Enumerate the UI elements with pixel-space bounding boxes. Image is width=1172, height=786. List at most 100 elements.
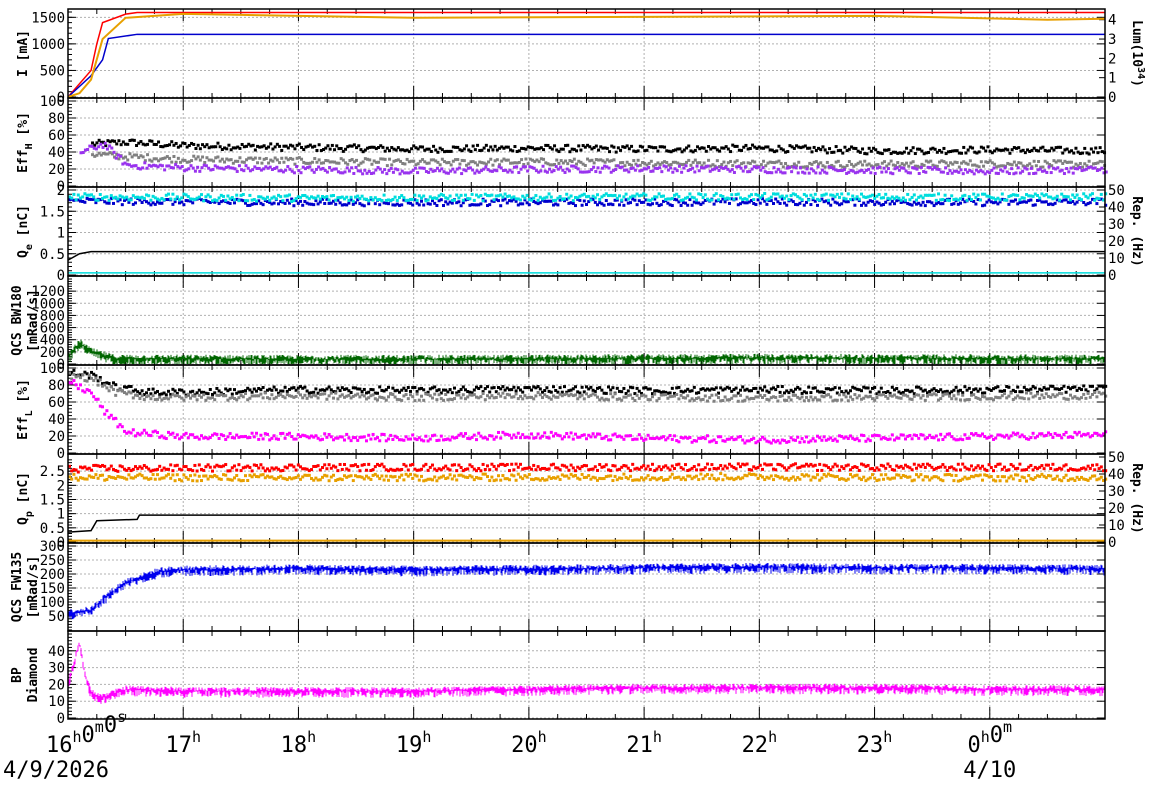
data-point	[574, 469, 577, 472]
data-point	[356, 393, 359, 396]
data-point	[731, 168, 734, 171]
data-point	[669, 391, 672, 394]
data-point	[326, 171, 329, 174]
data-point	[1034, 172, 1037, 175]
y-axis-title-text: Qe [nC]	[16, 205, 35, 258]
data-point	[629, 393, 632, 396]
data-point	[500, 166, 503, 169]
data-point	[442, 399, 445, 402]
data-point	[922, 434, 925, 437]
data-point	[424, 463, 427, 466]
data-point	[713, 400, 716, 403]
data-point	[963, 385, 966, 388]
data-point	[295, 438, 298, 441]
data-point	[889, 438, 892, 441]
data-point	[177, 157, 180, 160]
data-point	[1037, 160, 1040, 163]
data-point	[262, 203, 265, 206]
data-point	[277, 438, 280, 441]
data-point	[589, 386, 592, 389]
data-point	[405, 393, 408, 396]
data-point	[878, 193, 881, 196]
data-point	[581, 386, 584, 389]
data-point	[930, 201, 933, 204]
data-point	[840, 398, 843, 401]
data-point	[113, 151, 116, 154]
data-point	[703, 161, 706, 164]
data-point	[473, 199, 476, 202]
data-point	[1062, 385, 1065, 388]
data-point	[321, 438, 324, 441]
data-point	[1093, 391, 1096, 394]
data-point	[818, 199, 821, 202]
data-point	[826, 151, 829, 154]
data-point	[1005, 199, 1008, 202]
data-point	[251, 168, 254, 171]
data-point	[1091, 192, 1094, 195]
data-point	[537, 199, 540, 202]
data-point	[194, 147, 197, 150]
data-point	[403, 162, 406, 165]
data-point	[464, 194, 467, 197]
data-point	[542, 158, 545, 161]
data-point	[209, 195, 212, 198]
data-point	[530, 389, 533, 392]
data-point	[281, 390, 284, 393]
data-point	[1049, 396, 1052, 399]
data-point	[1027, 397, 1030, 400]
data-point	[900, 397, 903, 400]
data-point	[120, 143, 123, 146]
data-point	[849, 389, 852, 392]
data-point	[924, 399, 927, 402]
data-point	[347, 394, 350, 397]
data-point	[121, 203, 124, 206]
data-point	[565, 432, 568, 435]
data-point	[1040, 393, 1043, 396]
data-point	[292, 204, 295, 207]
data-point	[798, 388, 801, 391]
data-point	[564, 171, 567, 174]
data-point	[117, 139, 120, 142]
data-point	[517, 432, 520, 435]
data-point	[846, 164, 849, 167]
panel-frame	[68, 9, 1105, 98]
data-point	[840, 192, 843, 195]
data-point	[281, 199, 284, 202]
data-point	[1047, 387, 1050, 390]
data-point	[559, 386, 562, 389]
data-point	[534, 436, 537, 439]
data-point	[788, 166, 791, 169]
data-point	[149, 199, 152, 202]
data-point	[110, 385, 113, 388]
data-point	[851, 398, 854, 401]
data-point	[367, 202, 370, 205]
data-point	[629, 469, 632, 472]
data-point	[1092, 151, 1095, 154]
data-point	[594, 196, 597, 199]
data-point	[357, 144, 360, 147]
data-point	[539, 393, 542, 396]
data-point	[728, 197, 731, 200]
data-point	[350, 439, 353, 442]
data-point	[687, 159, 690, 162]
data-point	[451, 168, 454, 171]
data-point	[636, 203, 639, 206]
data-point	[689, 164, 692, 167]
data-point	[510, 437, 513, 440]
y2-tick-label: 20	[1108, 501, 1125, 517]
data-point	[325, 436, 328, 439]
data-point	[946, 172, 949, 175]
data-point	[596, 193, 599, 196]
data-point	[462, 199, 465, 202]
data-point	[179, 144, 182, 147]
data-point	[644, 438, 647, 441]
data-point	[1065, 391, 1068, 394]
data-point	[1069, 394, 1072, 397]
data-point	[1007, 395, 1010, 398]
data-point	[821, 145, 824, 148]
data-point	[878, 468, 881, 471]
data-point	[1072, 152, 1075, 155]
data-point	[750, 193, 753, 196]
data-point	[423, 167, 426, 170]
